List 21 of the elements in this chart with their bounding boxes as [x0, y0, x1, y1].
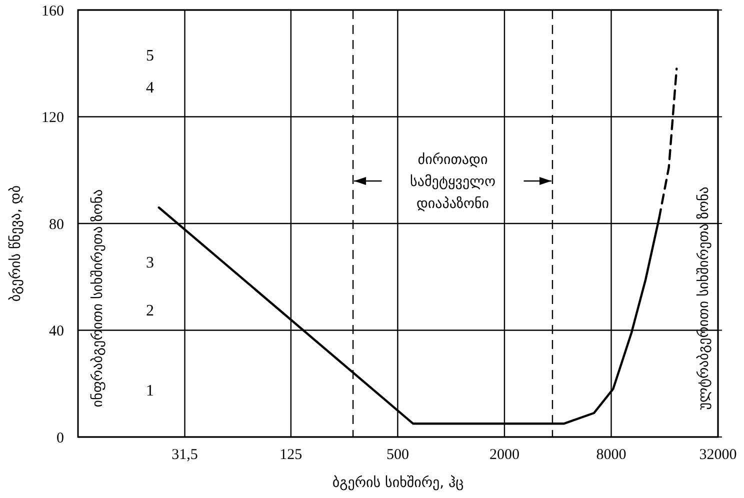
annotation: ულტრაბგერითი სიხშირეთა ზონა — [696, 186, 712, 410]
annotation: 3 — [146, 254, 154, 272]
x-tick-label: 500 — [386, 447, 409, 463]
annotation: ძირითადი სამეტყველო დიაპაზონი — [410, 152, 496, 212]
annotation: 4 — [146, 80, 154, 97]
x-tick-label: 31,5 — [172, 447, 198, 463]
y-tick-label: 0 — [56, 430, 64, 446]
annotation: 2 — [146, 302, 154, 320]
x-axis-title: ბგერის სიხშირე, ჰც — [332, 475, 464, 491]
annotation: 1 — [146, 382, 154, 400]
y-tick-label: 80 — [49, 216, 64, 233]
y-tick-label: 120 — [42, 110, 64, 126]
y-tick-label: 160 — [42, 3, 64, 20]
y-axis-title: ბგერის წნევა, დბ — [8, 185, 24, 302]
y-tick-label: 40 — [49, 324, 64, 340]
x-tick-label: 125 — [280, 447, 302, 463]
x-tick-label: 32000 — [699, 447, 737, 463]
annotation: 5 — [146, 48, 154, 65]
x-tick-label: 8000 — [596, 447, 626, 463]
annotation: ინფრაბგერითი სიხშირეთა ზონა — [90, 189, 106, 408]
x-tick-label: 2000 — [489, 447, 520, 463]
